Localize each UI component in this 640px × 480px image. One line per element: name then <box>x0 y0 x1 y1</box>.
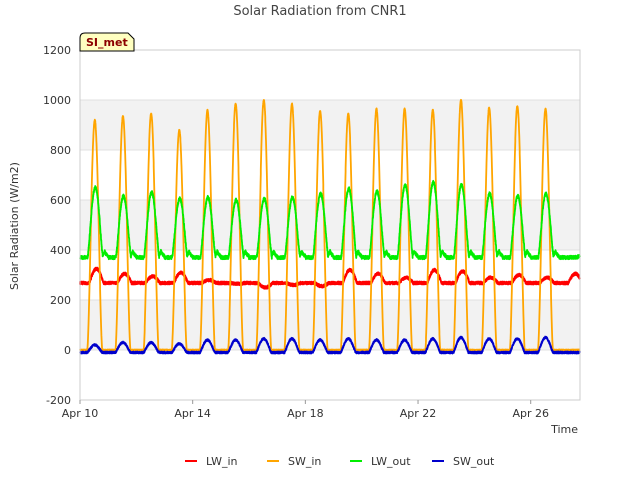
plot-band <box>80 100 580 150</box>
series-line-lw-in <box>79 266 581 290</box>
y-tick-label: 1200 <box>43 44 71 57</box>
y-tick-label: 600 <box>50 194 71 207</box>
plot-border <box>79 49 581 401</box>
series-group <box>79 98 581 355</box>
x-tick-label: Apr 18 <box>287 407 324 420</box>
y-tick-label: 0 <box>64 344 71 357</box>
legend: LW_in SW_in LW_out SW_out <box>185 455 495 468</box>
x-tick-label: Apr 22 <box>400 407 437 420</box>
legend-label-lw-in: LW_in <box>206 455 238 468</box>
y-tick-label: -200 <box>46 394 71 407</box>
x-tick-label: Apr 14 <box>174 407 211 420</box>
badge-box <box>79 32 135 52</box>
x-tick-label: Apr 10 <box>62 407 99 420</box>
x-tick-label: Apr 26 <box>512 407 549 420</box>
y-tick-label: 800 <box>50 144 71 157</box>
series-line-sw-out <box>79 335 581 355</box>
legend-label-sw-out: SW_out <box>453 455 495 468</box>
legend-label-lw-out: LW_out <box>371 455 411 468</box>
legend-label-sw-in: SW_in <box>288 455 321 468</box>
y-tick-label: 200 <box>50 294 71 307</box>
x-axis-label: Time <box>550 423 578 436</box>
plot-area <box>80 50 580 400</box>
badge-label: SI_met <box>86 36 128 49</box>
series-line-lw-out <box>79 179 581 261</box>
y-axis-label: Solar Radiation (W/m2) <box>8 162 21 290</box>
series-line-sw-in <box>79 98 581 352</box>
y-tick-label: 1000 <box>43 94 71 107</box>
x-axis-ticks: Apr 10 Apr 14 Apr 18 Apr 22 Apr 26 <box>62 400 549 420</box>
y-tick-label: 400 <box>50 244 71 257</box>
y-axis-ticks: -200 0 200 400 600 800 1000 1200 <box>43 44 71 407</box>
plot-band <box>80 300 580 350</box>
chart-title: Solar Radiation from CNR1 <box>233 4 406 19</box>
si-met-badge: SI_met <box>79 32 135 52</box>
plot-band <box>80 200 580 250</box>
